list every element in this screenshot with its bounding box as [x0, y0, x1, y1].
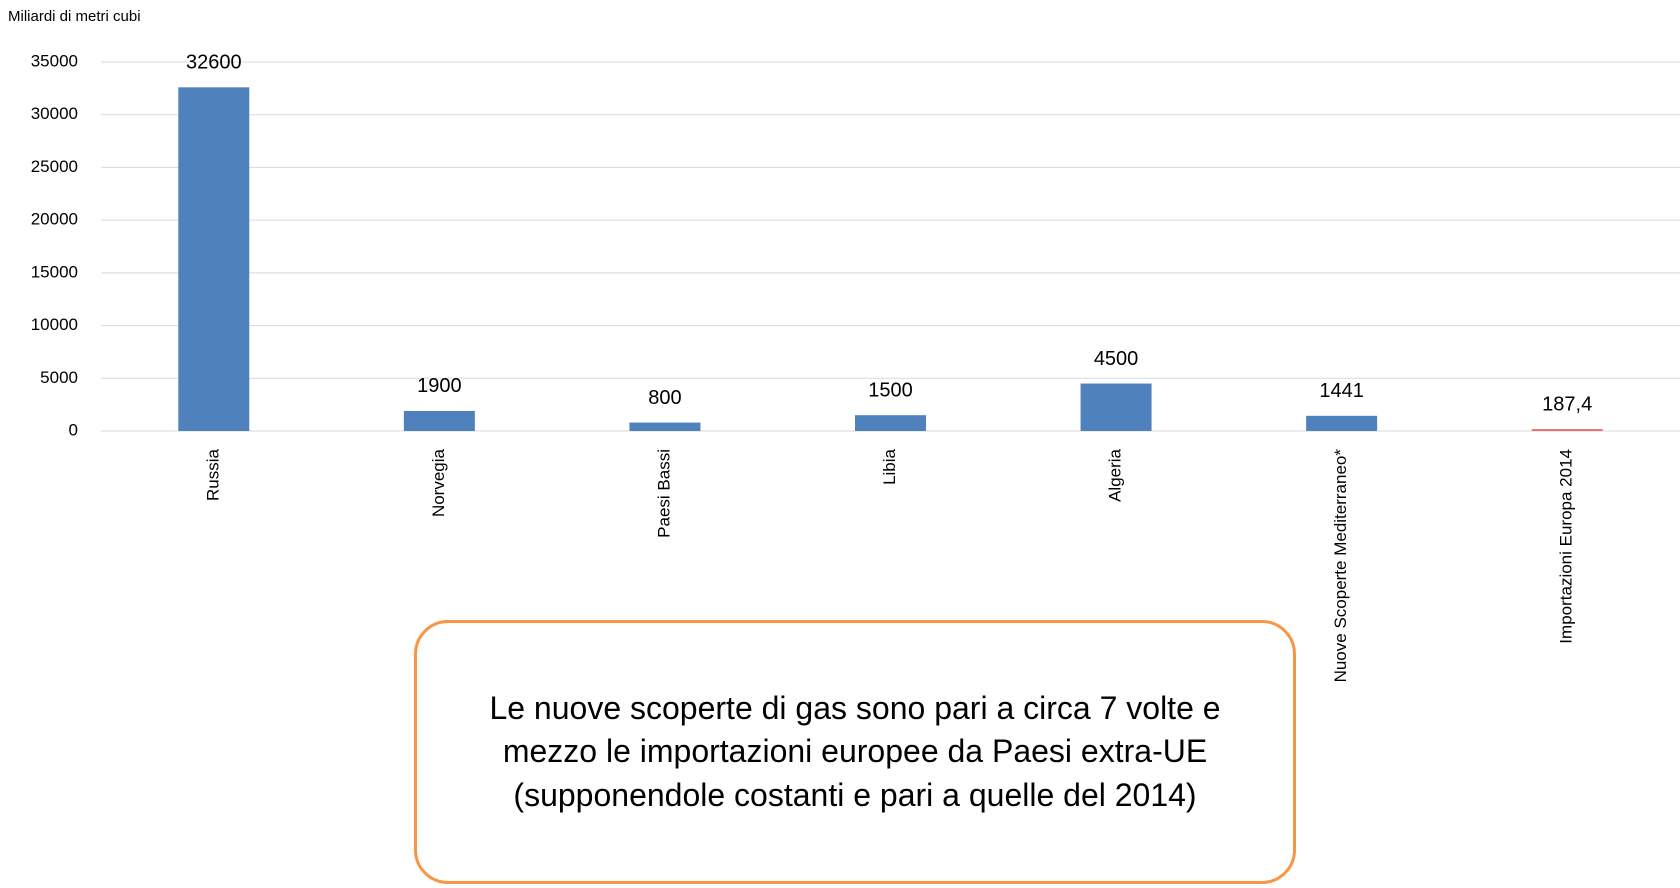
- y-tick-label: 30000: [31, 104, 78, 123]
- bar: [178, 87, 250, 431]
- annotation: Le nuove scoperte di gas sono pari a cir…: [414, 620, 1296, 884]
- y-tick-label: 35000: [31, 51, 78, 70]
- y-tick-label: 0: [69, 420, 78, 439]
- y-tick-label: 5000: [40, 368, 78, 387]
- value-label: 187,4: [1542, 393, 1592, 415]
- value-label: 4500: [1094, 348, 1139, 370]
- x-tick-label: Norvegia: [429, 448, 448, 517]
- bar: [403, 410, 475, 431]
- bar: [1306, 415, 1378, 431]
- x-tick-label: Nuove Scoperte Mediterraneo*: [1331, 449, 1350, 683]
- x-tick-label: Paesi Bassi: [654, 449, 673, 538]
- bar: [1531, 429, 1603, 431]
- x-tick-label: Libia: [880, 448, 899, 484]
- bar: [629, 422, 701, 431]
- value-label: 1500: [868, 379, 913, 401]
- value-label: 32600: [186, 52, 242, 74]
- y-tick-label: 10000: [31, 315, 78, 334]
- y-axis-label: Miliardi di metri cubi: [8, 8, 141, 25]
- bar: [855, 415, 926, 431]
- value-label: 800: [648, 387, 681, 409]
- y-tick-label: 20000: [31, 210, 78, 229]
- y-tick-label: 15000: [31, 262, 78, 281]
- value-label: 1441: [1319, 380, 1364, 402]
- bar: [1080, 383, 1152, 431]
- x-tick-label: Importazioni Europa 2014: [1557, 449, 1576, 644]
- value-label: 1900: [417, 375, 462, 397]
- x-tick-label: Algeria: [1106, 448, 1125, 501]
- y-tick-label: 25000: [31, 157, 78, 176]
- x-tick-label: Russia: [203, 448, 222, 501]
